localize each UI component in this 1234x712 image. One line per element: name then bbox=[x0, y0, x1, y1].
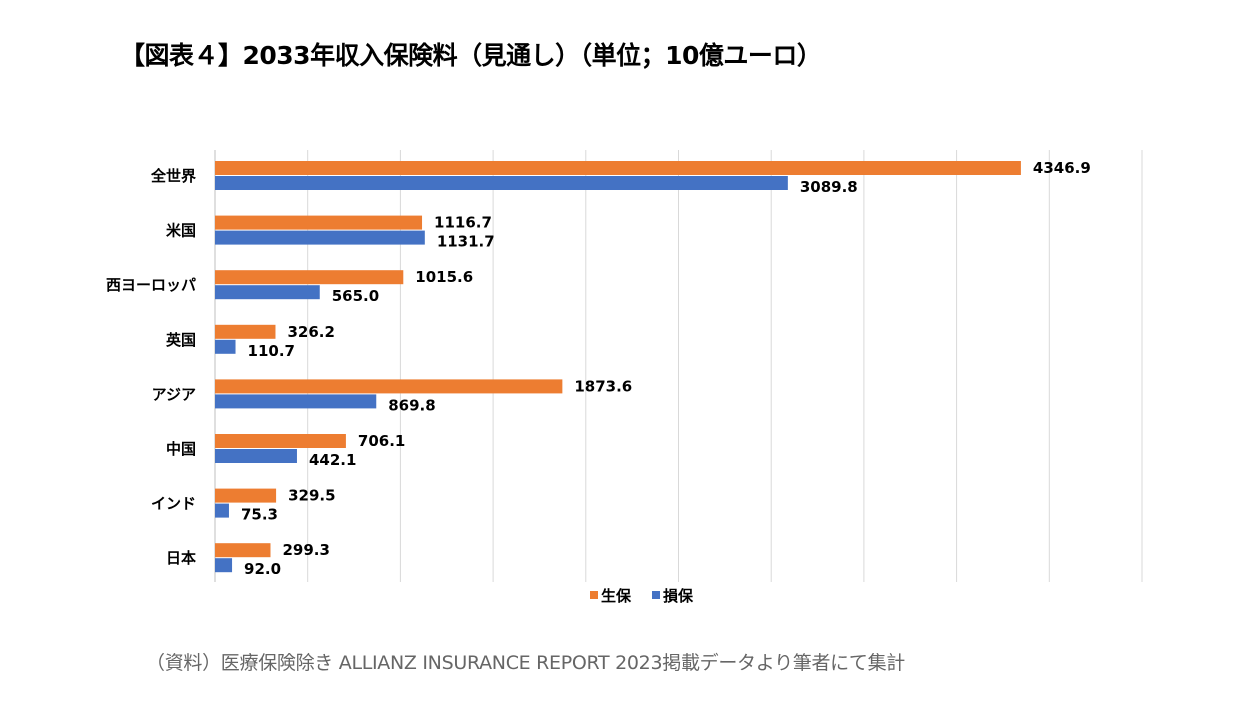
nonlife-bar bbox=[215, 449, 297, 463]
category-label: 米国 bbox=[166, 222, 196, 240]
category-label: 西ヨーロッパ bbox=[106, 276, 196, 294]
life-bar bbox=[215, 434, 346, 448]
data-label: 326.2 bbox=[287, 323, 334, 341]
data-label: 1131.7 bbox=[437, 233, 495, 251]
data-label: 869.8 bbox=[388, 396, 435, 414]
category-label: アジア bbox=[152, 385, 196, 403]
data-label: 1873.6 bbox=[574, 377, 632, 395]
data-label: 1116.7 bbox=[434, 214, 492, 232]
nonlife-bar bbox=[215, 503, 229, 518]
life-bar bbox=[215, 488, 277, 503]
nonlife-bar bbox=[215, 176, 788, 190]
source-note: （資料）医療保険除き ALLIANZ INSURANCE REPORT 2023… bbox=[146, 652, 905, 674]
life-bar bbox=[215, 161, 1021, 175]
chart-title: 【図表４】2033年収入保険料（見通し）（単位；10億ユーロ） bbox=[120, 41, 822, 70]
life-bar bbox=[215, 270, 404, 285]
data-label: 3089.8 bbox=[800, 178, 858, 196]
nonlife-bar bbox=[215, 558, 233, 573]
life-bar bbox=[215, 215, 423, 230]
life-bar bbox=[215, 379, 563, 394]
category-label: 中国 bbox=[166, 440, 196, 458]
nonlife-bar bbox=[215, 230, 425, 245]
nonlife-bar bbox=[215, 285, 320, 300]
category-label: 英国 bbox=[166, 331, 196, 349]
data-label: 75.3 bbox=[241, 506, 278, 524]
data-label: 92.0 bbox=[244, 560, 281, 578]
legend-swatch bbox=[652, 591, 660, 599]
life-bar bbox=[215, 324, 276, 339]
data-label: 329.5 bbox=[288, 487, 335, 505]
data-label: 565.0 bbox=[332, 287, 379, 305]
legend-label: 生保 bbox=[601, 587, 632, 605]
legend-label: 損保 bbox=[663, 587, 694, 605]
data-label: 442.1 bbox=[309, 451, 356, 469]
data-label: 110.7 bbox=[248, 342, 295, 360]
category-label: インド bbox=[151, 495, 196, 513]
nonlife-bar bbox=[215, 339, 236, 354]
data-label: 299.3 bbox=[282, 541, 329, 559]
data-label: 1015.6 bbox=[415, 268, 473, 286]
nonlife-bar bbox=[215, 394, 377, 409]
category-label: 全世界 bbox=[150, 167, 196, 185]
data-label: 4346.9 bbox=[1033, 159, 1091, 177]
legend-swatch bbox=[590, 591, 598, 599]
data-label: 706.1 bbox=[358, 432, 405, 450]
category-label: 日本 bbox=[166, 549, 196, 567]
life-bar bbox=[215, 543, 271, 558]
